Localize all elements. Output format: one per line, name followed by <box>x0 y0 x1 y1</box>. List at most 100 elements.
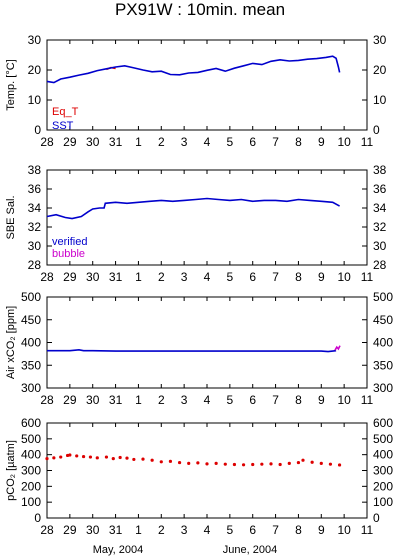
x-tick-label: 1 <box>135 523 142 537</box>
data-point <box>241 463 246 467</box>
y-tick-label-right: 36 <box>373 182 387 196</box>
y-tick-label-left: 32 <box>28 220 42 234</box>
data-point <box>337 463 342 467</box>
y-tick-label-left: 100 <box>21 495 41 509</box>
y-tick-label-right: 300 <box>373 381 393 395</box>
x-tick-label: 9 <box>318 393 325 407</box>
x-tick-label: 4 <box>204 270 211 284</box>
x-tick-label: 29 <box>63 270 77 284</box>
x-tick-label: 29 <box>63 135 77 149</box>
x-tick-label: 6 <box>249 523 256 537</box>
series-line-1 <box>47 348 337 353</box>
y-tick-label-left: 20 <box>28 63 42 77</box>
y-axis-label: Air xCO₂ [ppm] <box>5 306 17 379</box>
y-tick-label-right: 450 <box>373 313 393 327</box>
x-tick-label: 3 <box>181 393 188 407</box>
series-line-1 <box>46 197 340 220</box>
y-tick-label-left: 10 <box>28 93 42 107</box>
data-point <box>296 460 301 465</box>
data-point <box>118 455 122 460</box>
x-tick-label: 4 <box>204 393 211 407</box>
y-tick-label-right: 400 <box>373 336 393 350</box>
y-tick-label-right: 30 <box>373 33 387 47</box>
y-tick-label-right: 500 <box>373 290 393 304</box>
x-tick-label: 5 <box>227 270 234 284</box>
data-point <box>223 462 227 466</box>
x-tick-label: 6 <box>249 270 256 284</box>
x-tick-label: 2 <box>158 523 165 537</box>
data-point <box>150 458 154 462</box>
x-tick-label: 1 <box>135 270 142 284</box>
data-point <box>269 462 273 466</box>
x-tick-label: 6 <box>249 393 256 407</box>
data-point <box>310 460 314 464</box>
y-tick-label-left: 300 <box>21 381 41 395</box>
y-tick-label-left: 0 <box>34 123 41 137</box>
plot-frame <box>46 39 368 131</box>
y-tick-label-left: 28 <box>28 258 42 272</box>
y-tick-label-left: 38 <box>28 163 42 177</box>
legend-bubble: bubble <box>52 248 85 260</box>
y-tick-label-right: 30 <box>373 239 387 253</box>
data-point <box>278 462 282 467</box>
x-tick-label: 11 <box>361 523 374 537</box>
x-tick-label: 9 <box>318 270 325 284</box>
x-tick-label: 5 <box>227 523 234 537</box>
x-tick-label: 31 <box>109 523 123 537</box>
x-tick-label: 30 <box>86 523 100 537</box>
x-tick-label: 9 <box>318 523 325 537</box>
data-point <box>187 461 191 465</box>
x-tick-label: 31 <box>109 393 123 407</box>
plot-frame <box>46 296 368 389</box>
data-point <box>125 456 129 460</box>
y-tick-label-right: 400 <box>373 448 393 462</box>
x-tick-label: 30 <box>86 135 100 149</box>
x-tick-label: 7 <box>272 135 279 149</box>
x-tick-label: 11 <box>361 270 374 284</box>
x-tick-label: 10 <box>337 135 351 149</box>
data-point <box>95 456 99 460</box>
y-tick-label-left: 350 <box>21 358 41 372</box>
data-point <box>52 456 56 460</box>
data-point <box>132 457 136 462</box>
y-tick-label-left: 400 <box>21 448 41 462</box>
y-tick-label-left: 400 <box>21 336 41 350</box>
data-point <box>168 459 173 463</box>
x-tick-label: 2 <box>158 270 165 284</box>
y-tick-label-right: 100 <box>373 495 393 509</box>
x-tick-label: 7 <box>272 393 279 407</box>
x-tick-label: 1 <box>135 393 142 407</box>
x-tick-label: 8 <box>295 523 302 537</box>
series-line-2 <box>334 345 341 351</box>
series-line-2 <box>46 55 341 84</box>
x-tick-label: 2 <box>158 135 165 149</box>
y-tick-label-right: 200 <box>373 479 393 493</box>
x-tick-label: 11 <box>361 135 374 149</box>
y-tick-label-left: 600 <box>21 416 41 430</box>
x-tick-label: 10 <box>337 393 351 407</box>
legend-verified: verified <box>52 236 87 248</box>
y-tick-label-left: 200 <box>21 479 41 493</box>
x-tick-label: 28 <box>40 270 54 284</box>
data-point <box>59 455 63 459</box>
x-tick-label: 7 <box>272 270 279 284</box>
x-axis-month-label-may: May, 2004 <box>93 544 144 556</box>
legend-sst: SST <box>52 120 74 132</box>
x-tick-label: 29 <box>63 523 77 537</box>
y-tick-label-left: 0 <box>34 511 41 525</box>
x-tick-label: 29 <box>63 393 77 407</box>
data-point <box>205 462 209 466</box>
x-tick-label: 30 <box>86 270 100 284</box>
y-tick-label-right: 34 <box>373 201 387 215</box>
data-point <box>260 462 264 466</box>
data-point <box>141 457 145 461</box>
data-point <box>214 461 218 465</box>
y-axis-label: SBE Sal. <box>5 195 17 239</box>
y-tick-label-left: 30 <box>28 239 42 253</box>
y-tick-label-right: 28 <box>373 258 387 272</box>
y-axis-label: pCO₂ [µatm] <box>5 440 17 501</box>
data-point <box>75 454 79 458</box>
